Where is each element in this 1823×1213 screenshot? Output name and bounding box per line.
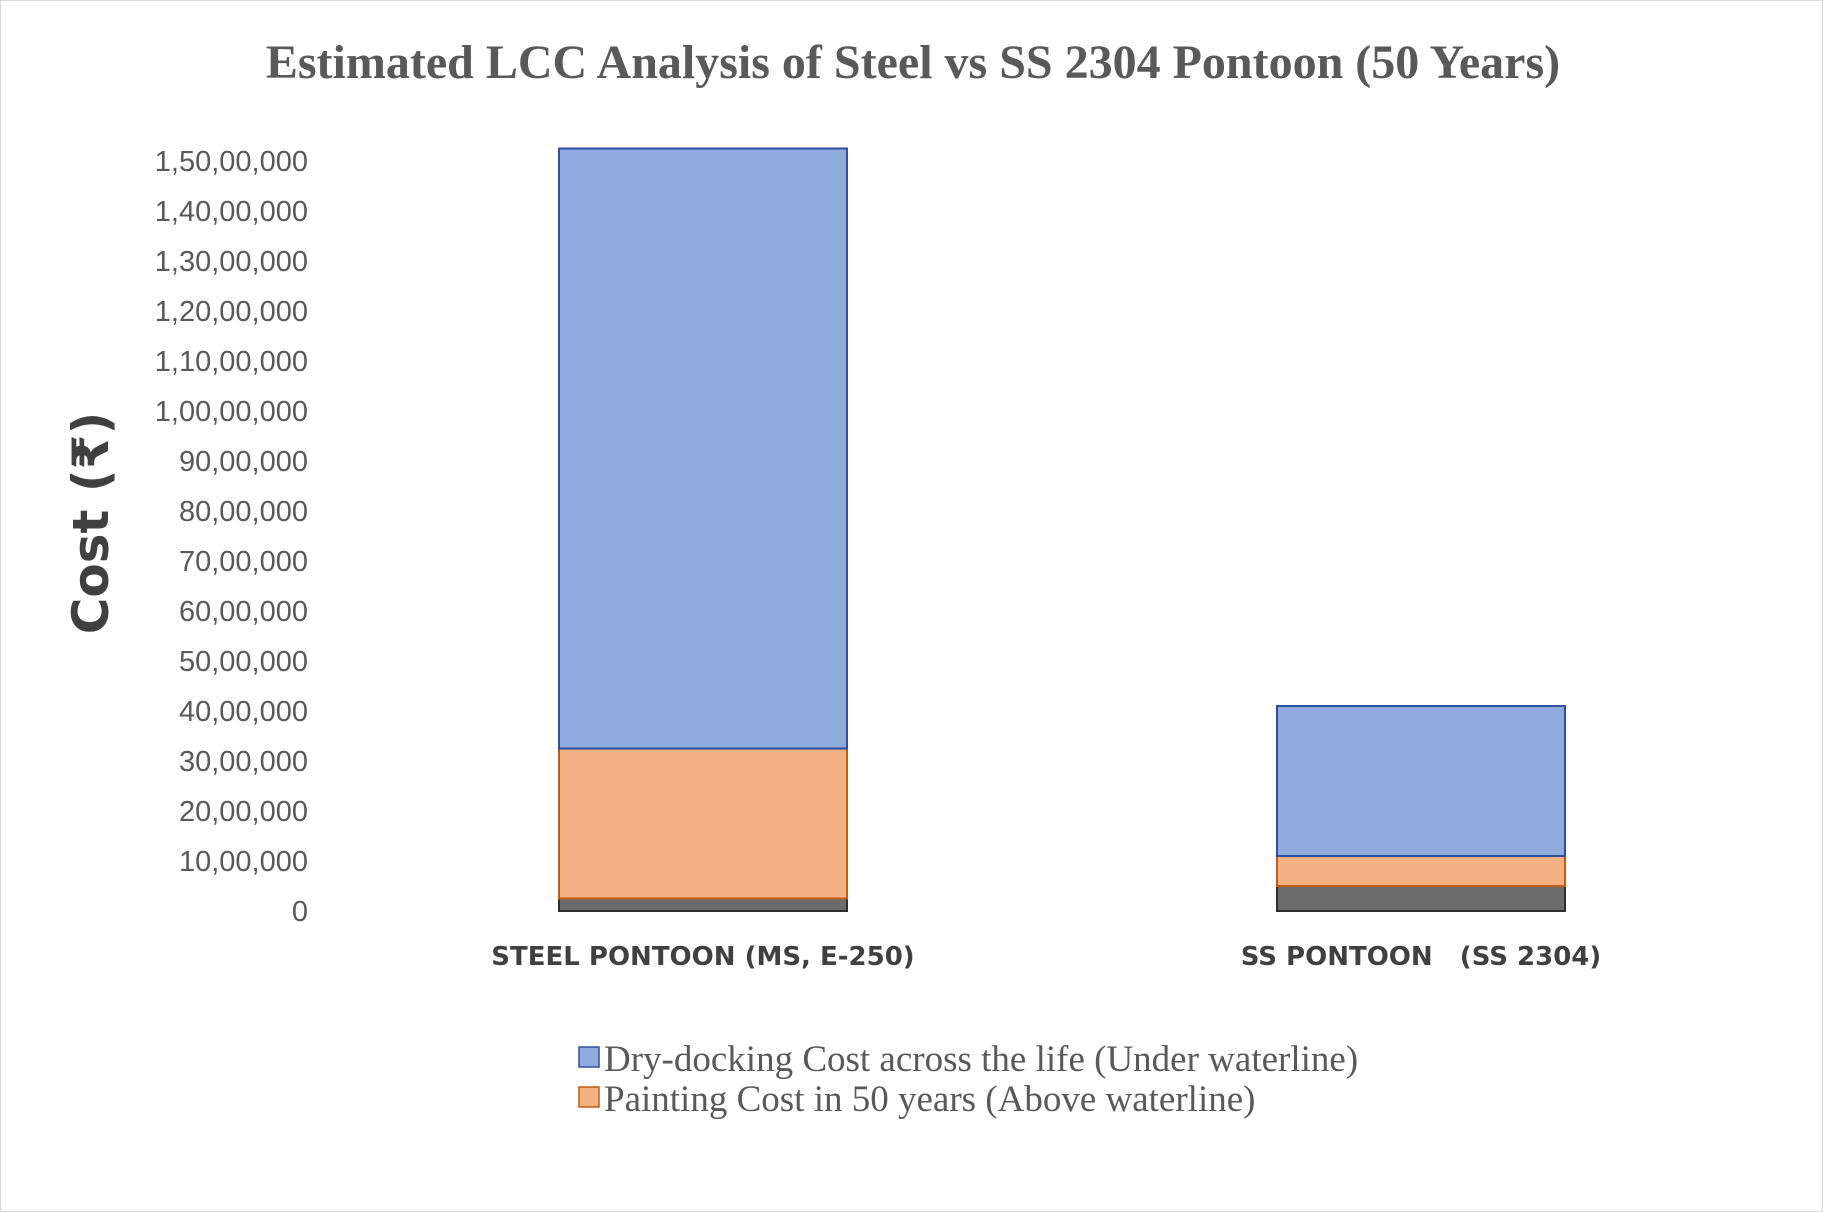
y-tick-label: 20,00,000 [179, 796, 308, 828]
bar-segment-1-3 [558, 147, 848, 750]
bar-segment-1-2 [558, 747, 848, 900]
y-tick-label: 1,00,00,000 [155, 396, 308, 428]
bar-segment-2-2 [1276, 855, 1566, 887]
bar-segment-2-3 [1276, 705, 1566, 857]
legend-swatch [578, 1046, 600, 1068]
y-tick-label: 80,00,000 [179, 496, 308, 528]
y-tick-label: 90,00,000 [179, 446, 308, 478]
chart-title: Estimated LCC Analysis of Steel vs SS 23… [266, 36, 1560, 89]
y-tick-label: 1,30,00,000 [155, 246, 308, 278]
y-tick-label: 1,50,00,000 [155, 146, 308, 178]
y-tick-label: 70,00,000 [179, 546, 308, 578]
x-category-label: SS PONTOON (SS 2304) [1241, 942, 1602, 972]
bar-segment-2-1 [1276, 885, 1566, 912]
bar-segment-1-1 [558, 897, 848, 912]
y-tick-label: 40,00,000 [179, 696, 308, 728]
y-tick-label: 0 [292, 896, 308, 928]
y-tick-label: 60,00,000 [179, 596, 308, 628]
y-axis-ticks: 0 10,00,000 20,00,000 30,00,000 40,00,000 50,… [155, 146, 308, 928]
legend-swatch [578, 1086, 600, 1108]
y-tick-label: 1,40,00,000 [155, 196, 308, 228]
legend-label: Painting Cost in 50 years (Above waterli… [604, 1079, 1255, 1120]
legend-label: Dry-docking Cost across the life (Under … [604, 1039, 1358, 1080]
y-tick-label: 10,00,000 [179, 846, 308, 878]
y-tick-label: 50,00,000 [179, 646, 308, 678]
y-axis-label: Cost (₹) [62, 412, 120, 635]
legend: Dry-docking Cost across the life (Under … [578, 1039, 1358, 1120]
x-axis-labels: STEEL PONTOON (MS, E-250) SS PONTOON (SS … [491, 942, 1601, 972]
x-category-label: STEEL PONTOON (MS, E-250) [491, 942, 914, 972]
bars [558, 147, 1566, 912]
y-tick-label: 1,20,00,000 [155, 296, 308, 328]
y-tick-label: 30,00,000 [179, 746, 308, 778]
y-tick-label: 1,10,00,000 [155, 346, 308, 378]
